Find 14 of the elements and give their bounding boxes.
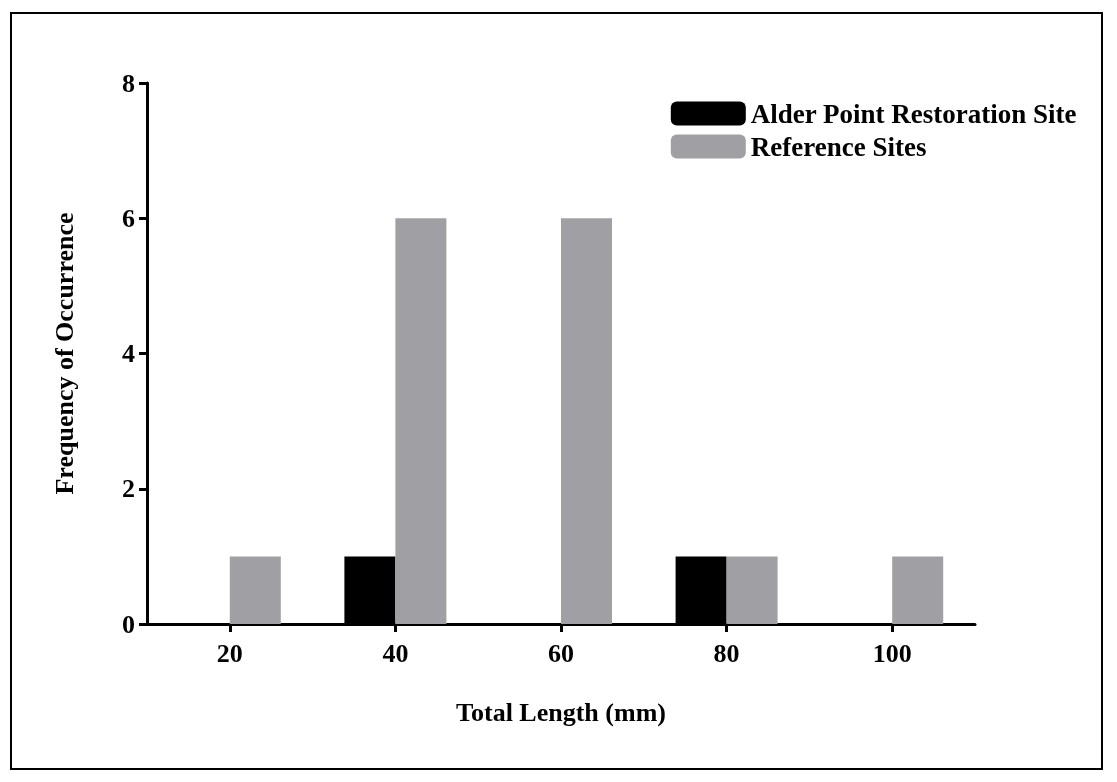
y-axis-title: Frequency of Occurrence [49,212,79,495]
y-tick-label: 0 [122,609,135,639]
x-tick-label: 20 [216,638,243,668]
x-axis-title: Total Length (mm) [456,697,666,727]
y-tick-label: 4 [122,339,135,368]
legend-label: Alder Point Restoration Site [750,98,1077,129]
y-tick-label: 6 [122,203,135,233]
x-tick-label: 60 [548,638,574,668]
x-tick-label: 80 [713,638,740,668]
y-tick-label: 8 [122,68,135,98]
x-tick-label: 40 [382,638,409,668]
y-tick-label: 2 [122,474,135,504]
legend-label: Reference Sites [750,131,927,162]
x-tick-label: 100 [872,638,912,668]
